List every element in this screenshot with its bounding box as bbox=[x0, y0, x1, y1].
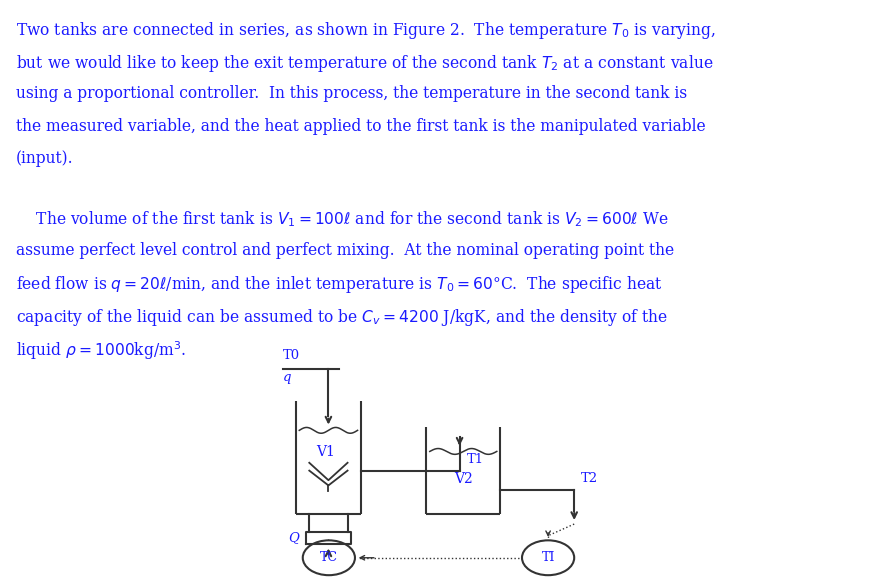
Text: (input).: (input). bbox=[16, 150, 73, 167]
Text: using a proportional controller.  In this process, the temperature in the second: using a proportional controller. In this… bbox=[16, 85, 686, 102]
Text: capacity of the liquid can be assumed to be $C_v = 4200$ J/kgK, and the density : capacity of the liquid can be assumed to… bbox=[16, 307, 667, 328]
Text: Two tanks are connected in series, as shown in Figure 2.  The temperature $T_0$ : Two tanks are connected in series, as sh… bbox=[16, 20, 715, 41]
Text: T2: T2 bbox=[580, 472, 598, 485]
Text: T1: T1 bbox=[466, 454, 483, 467]
Text: T0: T0 bbox=[282, 349, 300, 362]
Text: the measured variable, and the heat applied to the first tank is the manipulated: the measured variable, and the heat appl… bbox=[16, 118, 705, 135]
Text: liquid $\rho = 1000$kg/m$^3$.: liquid $\rho = 1000$kg/m$^3$. bbox=[16, 339, 186, 362]
Text: assume perfect level control and perfect mixing.  At the nominal operating point: assume perfect level control and perfect… bbox=[16, 242, 673, 259]
Text: feed flow is $q = 20\ell$/min, and the inlet temperature is $T_0 = 60$°C.  The s: feed flow is $q = 20\ell$/min, and the i… bbox=[16, 274, 661, 295]
Text: V1: V1 bbox=[315, 445, 335, 459]
Text: but we would like to keep the exit temperature of the second tank $T_2$ at a con: but we would like to keep the exit tempe… bbox=[16, 53, 713, 74]
Text: TC: TC bbox=[320, 551, 337, 564]
Text: TI: TI bbox=[541, 551, 554, 564]
Text: V2: V2 bbox=[454, 472, 472, 486]
Text: Q: Q bbox=[288, 532, 298, 544]
Text: q: q bbox=[282, 371, 291, 384]
Text: The volume of the first tank is $V_1 = 100\ell$ and for the second tank is $V_2 : The volume of the first tank is $V_1 = 1… bbox=[16, 209, 667, 229]
